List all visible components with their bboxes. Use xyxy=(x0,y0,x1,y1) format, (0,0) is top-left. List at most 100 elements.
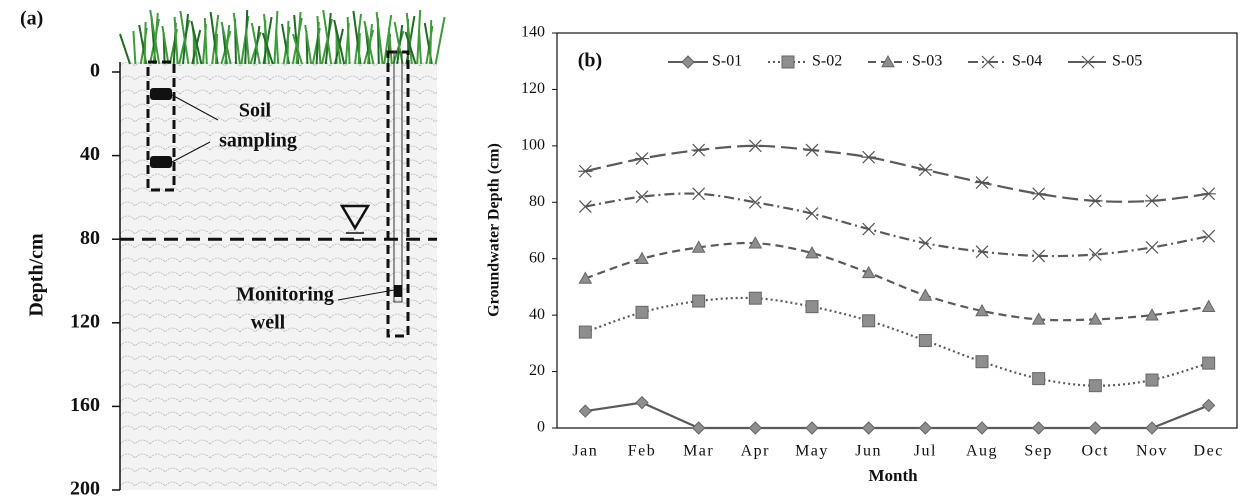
y-tick-label: 140 xyxy=(521,24,545,41)
series-line xyxy=(584,296,1209,387)
y-tick-label: 60 xyxy=(529,249,545,266)
grass-blade xyxy=(387,27,393,65)
y-axis-title: Groundwater Depth (cm) xyxy=(486,143,503,317)
marker xyxy=(975,303,989,317)
x-tick-label: May xyxy=(795,443,829,460)
grass-blade xyxy=(261,32,274,65)
marker xyxy=(691,421,706,435)
grass-blade xyxy=(375,11,384,65)
grass-blade xyxy=(286,20,290,65)
marker xyxy=(692,294,706,308)
marker xyxy=(861,421,876,435)
marker xyxy=(805,207,819,220)
marker xyxy=(748,236,763,249)
marker xyxy=(918,163,933,177)
marker xyxy=(748,195,762,209)
marker xyxy=(1031,312,1046,325)
legend-label: S-04 xyxy=(1012,53,1042,70)
grass-blade xyxy=(292,33,303,65)
annotation: well xyxy=(251,312,286,334)
grass-blade xyxy=(232,12,241,65)
grass-blade xyxy=(363,20,375,65)
grass-blade xyxy=(357,32,361,65)
marker xyxy=(1031,187,1046,201)
y-tick-label: 0 xyxy=(537,419,545,436)
sampling-column xyxy=(146,60,176,192)
grass-blade xyxy=(304,24,313,65)
grass-blade xyxy=(295,11,302,65)
grass-blade xyxy=(275,29,280,65)
marker xyxy=(1202,229,1216,243)
marker xyxy=(1088,248,1102,261)
y-tick-label: 20 xyxy=(529,362,545,379)
y-tick-label: 120 xyxy=(70,310,100,332)
leader-line xyxy=(337,289,395,301)
marker xyxy=(578,200,592,213)
well-pipe xyxy=(393,51,403,303)
series-line xyxy=(584,241,1209,322)
marker xyxy=(1144,194,1160,208)
grass-blade xyxy=(245,28,250,65)
marker xyxy=(1080,55,1096,69)
marker xyxy=(635,251,649,265)
marker xyxy=(748,139,763,153)
marker xyxy=(1145,308,1159,321)
x-tick-label: Dec xyxy=(1194,443,1224,460)
x-tick-label: Nov xyxy=(1136,443,1168,460)
marker xyxy=(1088,421,1103,435)
marker xyxy=(861,265,876,279)
x-tick-label: Apr xyxy=(741,443,770,460)
grass xyxy=(119,9,446,65)
marker xyxy=(748,291,762,305)
marker xyxy=(1202,356,1216,370)
y-axis-title: Depth/cm xyxy=(26,233,48,317)
marker xyxy=(1032,372,1046,386)
marker xyxy=(681,55,695,69)
marker xyxy=(805,421,819,435)
grass-blade xyxy=(405,12,413,65)
grass-blade xyxy=(429,19,433,65)
marker xyxy=(635,305,649,319)
legend-label: S-03 xyxy=(912,53,942,70)
marker xyxy=(578,404,593,418)
marker xyxy=(781,55,795,69)
x-tick-label: Oct xyxy=(1082,443,1110,460)
soil-sample xyxy=(150,88,172,100)
panel-label: (a) xyxy=(20,8,43,30)
marker xyxy=(918,334,932,348)
annotation: sampling xyxy=(219,130,297,152)
marker xyxy=(691,240,706,253)
grass-blade xyxy=(220,21,232,65)
marker xyxy=(634,152,650,165)
legend-label: S-02 xyxy=(812,53,842,70)
marker xyxy=(635,395,649,410)
marker xyxy=(1088,379,1102,393)
y-tick-label: 100 xyxy=(521,137,545,154)
soil-sample xyxy=(150,156,172,168)
well-column xyxy=(386,50,410,338)
x-tick-label: Jul xyxy=(914,443,937,460)
marker xyxy=(975,355,989,369)
y-tick-label: 80 xyxy=(529,193,545,210)
y-tick-label: 120 xyxy=(521,80,545,97)
y-tick-label: 40 xyxy=(529,306,545,323)
grass-blade xyxy=(179,10,190,65)
grass-blade xyxy=(263,13,270,65)
grass-blade xyxy=(203,17,208,65)
marker xyxy=(881,54,895,68)
x-tick-label: Sep xyxy=(1024,443,1053,460)
annotation: Soil xyxy=(239,100,272,122)
grass-blade xyxy=(383,14,393,65)
marker xyxy=(578,325,592,339)
marker xyxy=(635,190,649,204)
well-sensor xyxy=(394,285,402,297)
marker xyxy=(1032,249,1046,263)
marker xyxy=(918,421,933,435)
marker xyxy=(1145,421,1159,435)
marker xyxy=(578,271,593,284)
grass-blade xyxy=(322,9,333,65)
x-tick-label: Mar xyxy=(683,443,714,460)
grass-blade xyxy=(404,31,417,65)
grass-blade xyxy=(173,16,179,65)
